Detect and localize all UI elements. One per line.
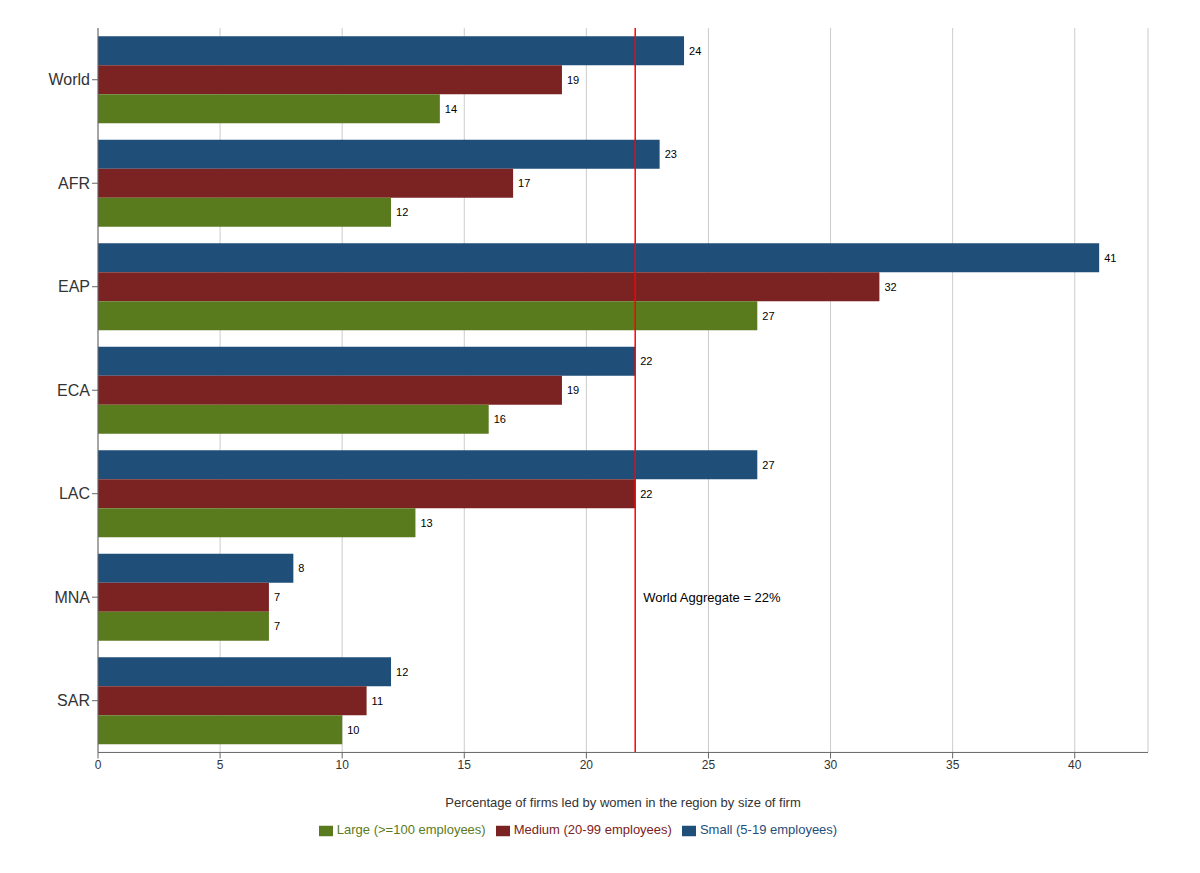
svg-text:35: 35 bbox=[946, 758, 960, 772]
svg-text:40: 40 bbox=[1068, 758, 1082, 772]
svg-text:14: 14 bbox=[445, 103, 457, 115]
svg-text:0: 0 bbox=[95, 758, 102, 772]
svg-text:ECA: ECA bbox=[57, 382, 90, 399]
svg-text:10: 10 bbox=[347, 724, 359, 736]
svg-text:World Aggregate = 22%: World Aggregate = 22% bbox=[643, 590, 781, 605]
svg-text:World: World bbox=[49, 71, 91, 88]
svg-text:LAC: LAC bbox=[59, 485, 90, 502]
svg-text:19: 19 bbox=[567, 74, 579, 86]
svg-text:EAP: EAP bbox=[58, 278, 90, 295]
html-text:Large (>=100 employees): Large (>=100 employees) bbox=[336, 822, 486, 838]
svg-text:27: 27 bbox=[762, 459, 774, 471]
svg-text:Percentage of firms led by wom: Percentage of firms led by women in the … bbox=[445, 795, 801, 810]
svg-text:32: 32 bbox=[884, 281, 896, 293]
svg-text:30: 30 bbox=[824, 758, 838, 772]
svg-text:25: 25 bbox=[702, 758, 716, 772]
svg-text:MNA: MNA bbox=[54, 589, 90, 606]
svg-text:19: 19 bbox=[567, 384, 579, 396]
svg-text:SAR: SAR bbox=[57, 692, 90, 709]
svg-text:11: 11 bbox=[372, 695, 383, 707]
svg-text:22: 22 bbox=[640, 488, 652, 500]
svg-text:12: 12 bbox=[396, 206, 408, 218]
svg-text:AFR: AFR bbox=[58, 175, 90, 192]
svg-text:13: 13 bbox=[420, 517, 432, 529]
svg-text:27: 27 bbox=[762, 310, 774, 322]
html-text:Medium (20-99 employees): Medium (20-99 employees) bbox=[513, 822, 672, 838]
svg-text:7: 7 bbox=[274, 620, 280, 632]
svg-text:23: 23 bbox=[665, 148, 677, 160]
svg-text:16: 16 bbox=[494, 413, 506, 425]
svg-text:41: 41 bbox=[1104, 252, 1116, 264]
svg-text:20: 20 bbox=[580, 758, 594, 772]
html-text:Small (5-19 employees): Small (5-19 employees) bbox=[699, 822, 838, 838]
svg-text:10: 10 bbox=[336, 758, 350, 772]
svg-text:12: 12 bbox=[396, 666, 408, 678]
svg-text:24: 24 bbox=[689, 45, 701, 57]
svg-text:5: 5 bbox=[217, 758, 224, 772]
svg-text:7: 7 bbox=[274, 591, 280, 603]
svg-text:8: 8 bbox=[298, 562, 304, 574]
svg-text:22: 22 bbox=[640, 355, 652, 367]
svg-text:17: 17 bbox=[518, 177, 530, 189]
svg-text:15: 15 bbox=[458, 758, 472, 772]
